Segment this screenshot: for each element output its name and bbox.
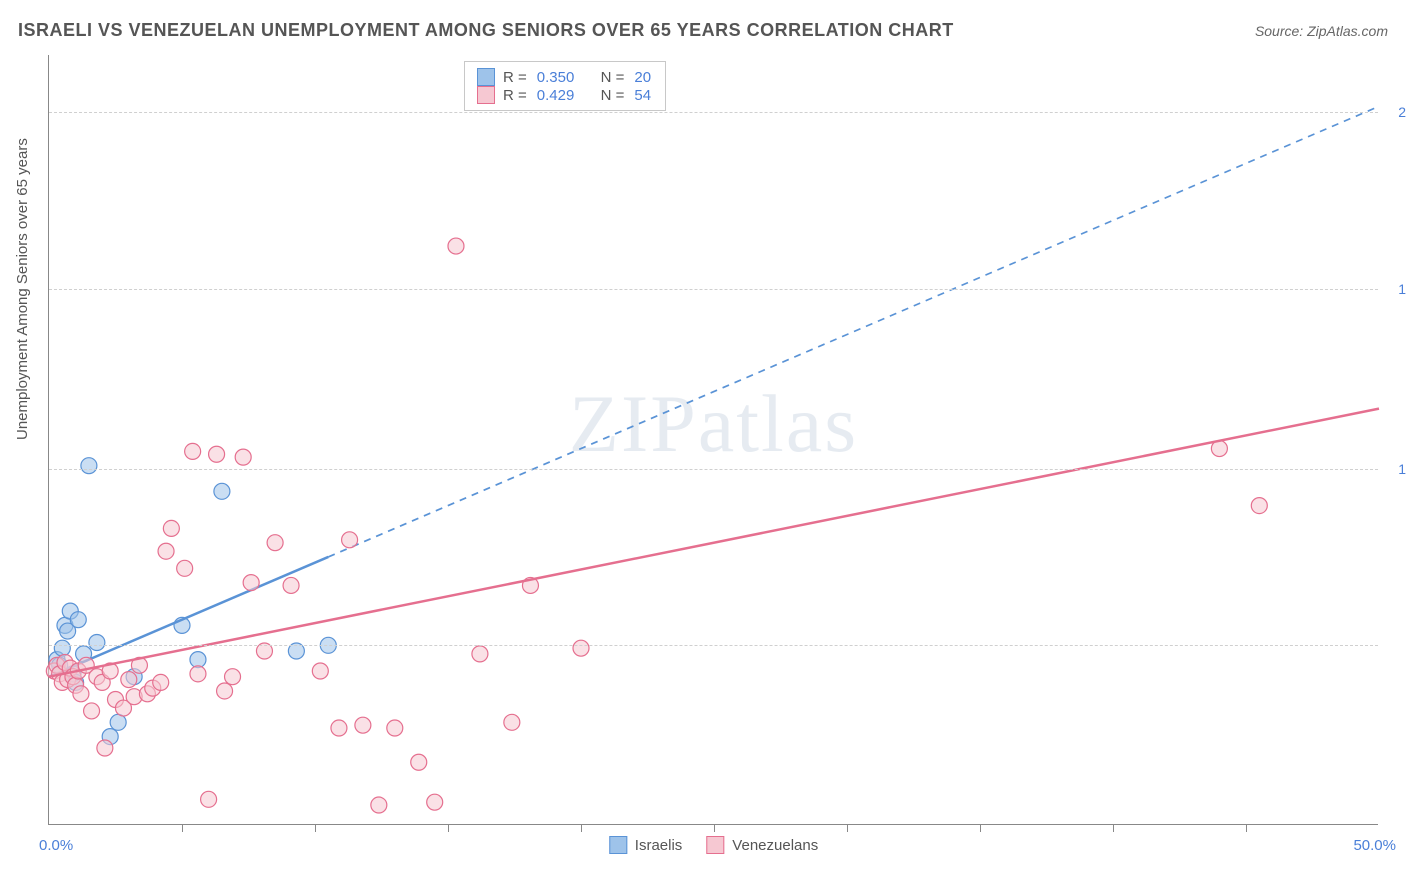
legend-r-value: 0.350 (537, 69, 575, 86)
title-bar: ISRAELI VS VENEZUELAN UNEMPLOYMENT AMONG… (18, 20, 1388, 41)
x-tick (714, 824, 715, 832)
y-axis-label: Unemployment Among Seniors over 65 years (14, 138, 31, 440)
data-point (177, 560, 193, 576)
data-point (243, 575, 259, 591)
data-point (214, 483, 230, 499)
y-tick-label: 25.0% (1386, 104, 1406, 120)
chart-title: ISRAELI VS VENEZUELAN UNEMPLOYMENT AMONG… (18, 20, 954, 41)
gridline (49, 645, 1378, 646)
legend-stats: R = 0.350 N = 20 R = 0.429 N = 54 (464, 61, 666, 111)
y-tick-label: 18.8% (1386, 281, 1406, 297)
data-point (70, 612, 86, 628)
x-axis-min-label: 0.0% (39, 837, 73, 854)
x-tick (847, 824, 848, 832)
legend-item: Venezuelans (706, 836, 818, 854)
y-tick-label: 12.5% (1386, 461, 1406, 477)
legend-swatch (477, 68, 495, 86)
data-point (342, 532, 358, 548)
data-point (312, 663, 328, 679)
data-point (472, 646, 488, 662)
legend-swatch (706, 836, 724, 854)
data-point (371, 797, 387, 813)
data-point (89, 634, 105, 650)
x-tick (980, 824, 981, 832)
x-tick (315, 824, 316, 832)
legend-stat-row: R = 0.429 N = 54 (477, 86, 653, 104)
data-point (158, 543, 174, 559)
data-point (121, 672, 137, 688)
data-point (84, 703, 100, 719)
data-point (185, 443, 201, 459)
legend-n-value: 54 (634, 87, 651, 104)
plot-area: ZIPatlas R =0.350 N =20R =0.429 N =54 Is… (48, 55, 1378, 825)
legend-n-value: 20 (634, 69, 651, 86)
trend-line-dashed (328, 106, 1379, 557)
gridline (49, 112, 1378, 113)
data-point (97, 740, 113, 756)
x-tick (182, 824, 183, 832)
legend-series-label: Israelis (635, 837, 683, 854)
legend-series: Israelis Venezuelans (609, 836, 818, 854)
legend-stat-row: R = 0.350 N = 20 (477, 68, 653, 86)
data-point (573, 640, 589, 656)
gridline (49, 469, 1378, 470)
x-tick (581, 824, 582, 832)
data-point (225, 669, 241, 685)
data-point (355, 717, 371, 733)
data-point (54, 640, 70, 656)
x-axis-max-label: 50.0% (1353, 837, 1396, 854)
legend-series-label: Venezuelans (732, 837, 818, 854)
data-point (1251, 498, 1267, 514)
data-point (81, 458, 97, 474)
data-point (217, 683, 233, 699)
legend-swatch (609, 836, 627, 854)
source-credit: Source: ZipAtlas.com (1255, 23, 1388, 39)
legend-r-label: R = (503, 69, 527, 86)
source-prefix: Source: (1255, 23, 1307, 39)
y-tick-label: 6.3% (1386, 637, 1406, 653)
data-point (267, 535, 283, 551)
data-point (283, 577, 299, 593)
data-point (504, 714, 520, 730)
x-tick (1113, 824, 1114, 832)
legend-n-label: N = (601, 87, 625, 104)
legend-item: Israelis (609, 836, 683, 854)
trend-line (49, 409, 1379, 677)
data-point (427, 794, 443, 810)
x-tick (448, 824, 449, 832)
legend-n-label: N = (601, 69, 625, 86)
data-point (448, 238, 464, 254)
data-point (190, 652, 206, 668)
data-point (331, 720, 347, 736)
legend-swatch (477, 86, 495, 104)
gridline (49, 289, 1378, 290)
data-point (387, 720, 403, 736)
data-point (110, 714, 126, 730)
data-point (209, 446, 225, 462)
data-point (411, 754, 427, 770)
data-point (201, 791, 217, 807)
data-point (190, 666, 206, 682)
data-point (153, 674, 169, 690)
chart-svg (49, 55, 1378, 824)
legend-r-label: R = (503, 87, 527, 104)
source-link[interactable]: ZipAtlas.com (1307, 23, 1388, 39)
data-point (163, 520, 179, 536)
legend-r-value: 0.429 (537, 87, 575, 104)
data-point (73, 686, 89, 702)
data-point (235, 449, 251, 465)
x-tick (1246, 824, 1247, 832)
